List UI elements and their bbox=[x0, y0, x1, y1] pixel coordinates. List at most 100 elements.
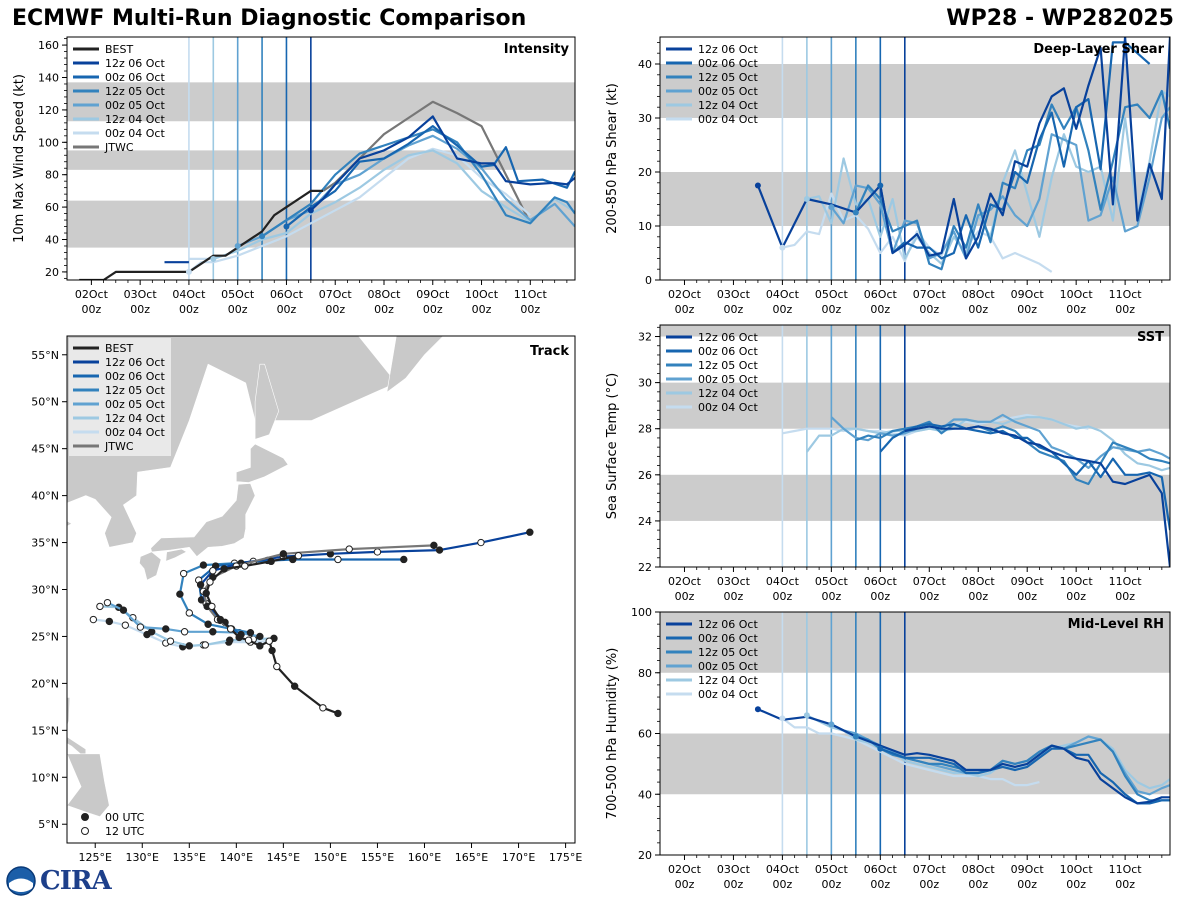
rh-xtick-sublabel: 00z bbox=[675, 878, 695, 891]
rh-shaded-band bbox=[660, 612, 1170, 673]
track-point bbox=[179, 569, 188, 578]
shear-series-start-marker bbox=[779, 244, 786, 251]
track-legend-label: 00z 06 Oct bbox=[105, 370, 165, 383]
rh-series-start-marker bbox=[779, 715, 786, 722]
shear-series-12z-05-oct bbox=[854, 89, 1170, 271]
sst-ytick-label: 24 bbox=[638, 515, 652, 528]
intensity-ytick-label: 80 bbox=[45, 169, 59, 182]
track-point bbox=[105, 617, 114, 626]
shear-series-start-marker bbox=[877, 182, 884, 189]
sst-series-12z-06-oct bbox=[904, 425, 1170, 567]
shear-frame bbox=[659, 36, 1171, 281]
rh-plot-area bbox=[660, 612, 1170, 855]
shear-xtick-label: 08Oct bbox=[962, 288, 996, 301]
sst-ytick-label: 28 bbox=[638, 423, 652, 436]
track-point bbox=[147, 628, 156, 636]
shikoku-land bbox=[165, 548, 188, 562]
track-line-best bbox=[205, 554, 339, 715]
rh-xtick-sublabel: 00z bbox=[1115, 878, 1135, 891]
kyushu-land bbox=[139, 551, 162, 581]
track-point bbox=[235, 633, 243, 642]
track-point bbox=[290, 682, 299, 690]
track-ytick-label: 20°N bbox=[31, 677, 59, 690]
track-legend-label: 12z 05 Oct bbox=[105, 384, 165, 397]
intensity-legend-label: 12z 05 Oct bbox=[105, 85, 165, 98]
shear-shaded-band bbox=[660, 64, 1170, 118]
intensity-legend-label: 12z 06 Oct bbox=[105, 57, 165, 70]
track-legend-label: 00z 05 Oct bbox=[105, 398, 165, 411]
shear-panel: 0 10 20 30 40 02Oct 00z 03Oct 00z 04Oct 00z 05Oct 00… bbox=[605, 36, 1171, 316]
track-point bbox=[477, 538, 485, 547]
track-point bbox=[220, 565, 228, 573]
sst-xtick-label: 08Oct bbox=[962, 575, 996, 588]
rh-xtick-sublabel: 00z bbox=[773, 878, 793, 891]
shear-xtick-sublabel: 00z bbox=[675, 303, 695, 316]
shear-series-12z-06-oct bbox=[756, 37, 1170, 260]
intensity-series-start-marker bbox=[185, 268, 192, 275]
track-point bbox=[273, 662, 281, 671]
track-legend-label: 12z 06 Oct bbox=[105, 356, 165, 369]
shear-xtick-label: 11Oct bbox=[1109, 288, 1143, 301]
intensity-legend-label: BEST bbox=[105, 43, 133, 56]
track-point bbox=[435, 546, 444, 554]
intensity-xtick-label: 07Oct bbox=[319, 288, 353, 301]
intensity-xtick-sublabel: 00z bbox=[423, 303, 443, 316]
track-point bbox=[199, 561, 208, 569]
track-marker-legend-symbol bbox=[81, 813, 89, 821]
track-ytick-label: 25°N bbox=[31, 630, 59, 643]
track-point bbox=[241, 562, 249, 570]
track-point bbox=[185, 642, 193, 650]
shear-xtick-sublabel: 00z bbox=[1017, 303, 1037, 316]
track-point bbox=[256, 642, 264, 650]
hokkaido-land bbox=[236, 443, 289, 483]
intensity-ytick-label: 120 bbox=[38, 104, 59, 117]
track-ytick-label: 55°N bbox=[31, 349, 59, 362]
sst-series-00z-06-oct bbox=[879, 423, 1170, 531]
intensity-xtick-label: 10Oct bbox=[465, 288, 499, 301]
intensity-xtick-sublabel: 00z bbox=[472, 303, 492, 316]
track-point bbox=[202, 589, 210, 597]
shear-xtick-label: 04Oct bbox=[766, 288, 800, 301]
track-xtick-label: 150°E bbox=[314, 851, 347, 864]
shear-series-start-marker bbox=[754, 182, 761, 189]
intensity-xtick-label: 04Oct bbox=[172, 288, 206, 301]
intensity-legend-label: 00z 06 Oct bbox=[105, 71, 165, 84]
sst-xtick-sublabel: 00z bbox=[1115, 590, 1135, 603]
track-point bbox=[204, 620, 212, 628]
track-ytick-label: 10°N bbox=[31, 771, 59, 784]
shear-ytick-label: 10 bbox=[638, 220, 652, 233]
sst-ylabel: Sea Surface Temp (°C) bbox=[605, 373, 620, 520]
track-point bbox=[209, 567, 217, 575]
shear-legend-label: 12z 05 Oct bbox=[698, 71, 758, 84]
sst-xtick-sublabel: 00z bbox=[773, 590, 793, 603]
track-xtick-label: 145°E bbox=[267, 851, 300, 864]
rh-xtick-label: 07Oct bbox=[913, 863, 947, 876]
rh-ytick-label: 80 bbox=[638, 667, 652, 680]
track-point bbox=[180, 628, 189, 636]
sst-xtick-sublabel: 00z bbox=[870, 590, 890, 603]
shear-legend-label: 12z 06 Oct bbox=[698, 43, 758, 56]
rh-legend-label: 00z 06 Oct bbox=[698, 632, 758, 645]
shear-series-00z-04-oct bbox=[782, 192, 1053, 273]
sst-xtick-label: 03Oct bbox=[717, 575, 751, 588]
intensity-series-start-marker bbox=[259, 233, 266, 240]
track-point bbox=[373, 548, 382, 556]
intensity-ytick-label: 140 bbox=[38, 72, 59, 85]
sst-legend-label: 00z 06 Oct bbox=[698, 345, 758, 358]
shear-xtick-label: 05Oct bbox=[815, 288, 849, 301]
intensity-series-00z-05-oct bbox=[237, 134, 575, 248]
shear-series-start-marker bbox=[803, 196, 810, 202]
sst-xtick-sublabel: 00z bbox=[724, 590, 744, 603]
intensity-series-00z-06-oct bbox=[285, 125, 575, 228]
track-point bbox=[268, 646, 276, 655]
sst-shaded-band bbox=[660, 474, 1170, 521]
intensity-xtick-label: 09Oct bbox=[416, 288, 450, 301]
shear-xtick-label: 06Oct bbox=[864, 288, 898, 301]
intensity-legend-label: 12z 04 Oct bbox=[105, 113, 165, 126]
sst-xtick-label: 07Oct bbox=[913, 575, 947, 588]
rh-legend-label: 00z 05 Oct bbox=[698, 660, 758, 673]
track-point bbox=[206, 578, 214, 586]
intensity-xtick-sublabel: 00z bbox=[520, 303, 540, 316]
shear-legend-label: 00z 04 Oct bbox=[698, 113, 758, 126]
track-point bbox=[267, 557, 275, 566]
